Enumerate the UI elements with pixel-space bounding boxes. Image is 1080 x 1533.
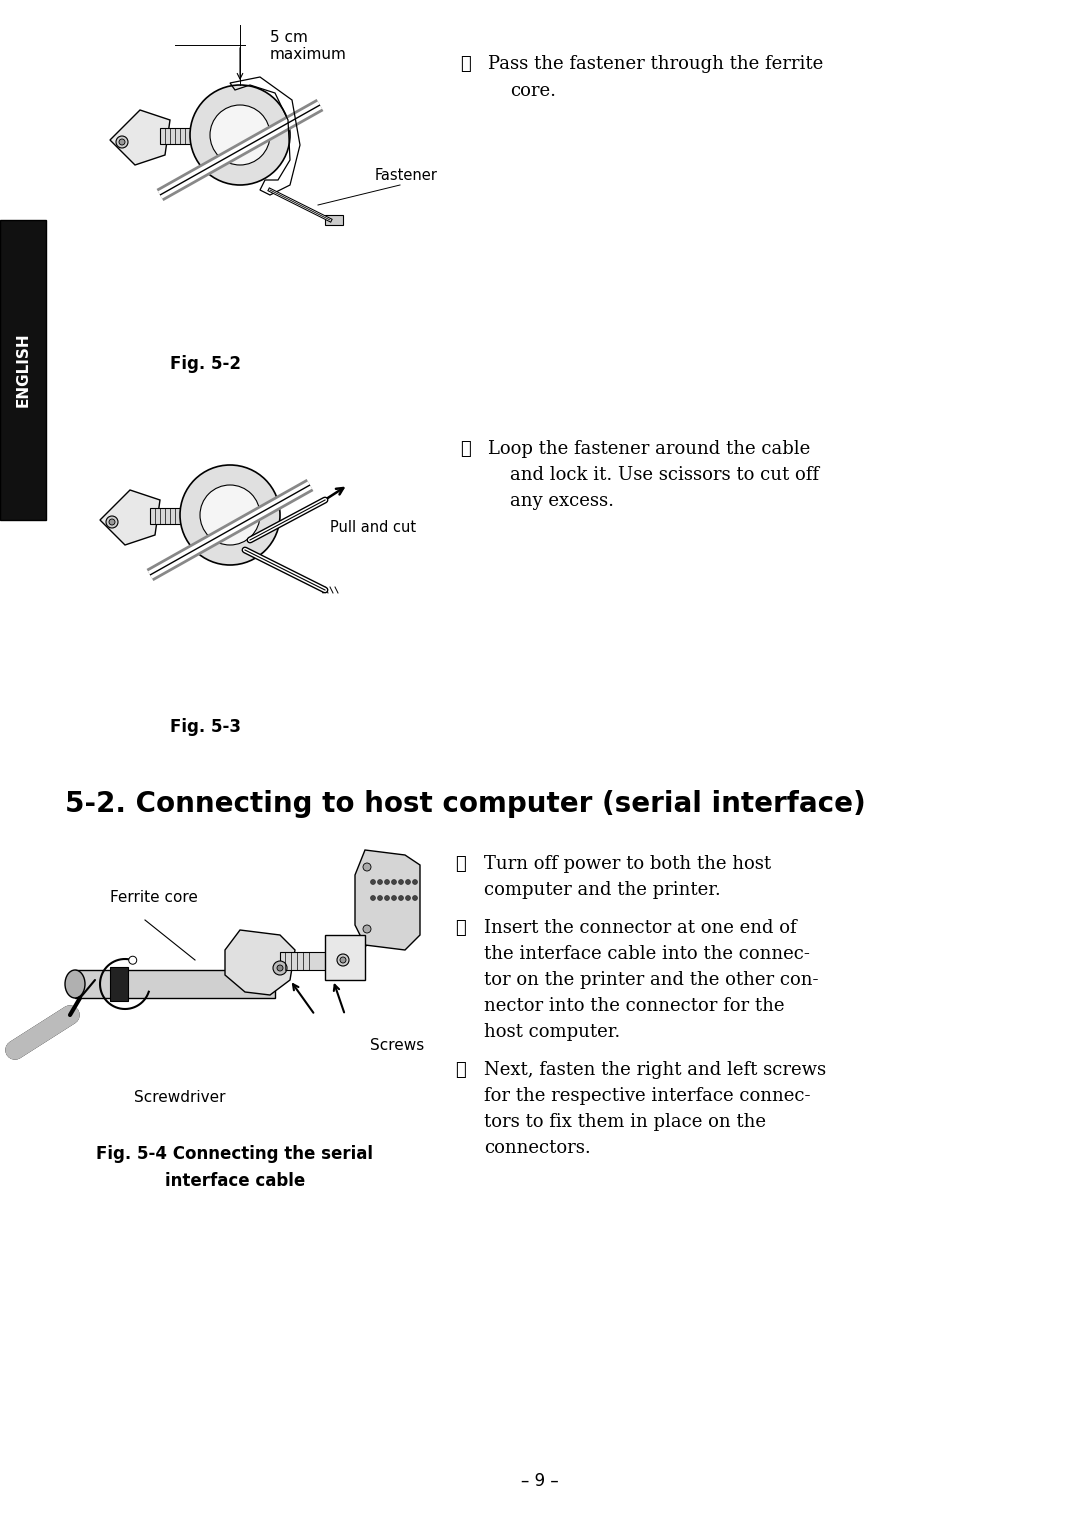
Circle shape — [413, 895, 418, 900]
Ellipse shape — [65, 970, 85, 998]
Text: Loop the fastener around the cable: Loop the fastener around the cable — [488, 440, 810, 458]
Text: ②: ② — [455, 918, 465, 937]
Text: ①: ① — [455, 855, 465, 872]
Circle shape — [109, 520, 114, 524]
FancyBboxPatch shape — [325, 935, 365, 980]
FancyBboxPatch shape — [280, 952, 335, 970]
Text: 5 cm
maximum: 5 cm maximum — [270, 31, 347, 63]
Text: Fig. 5-3: Fig. 5-3 — [170, 717, 241, 736]
Polygon shape — [225, 931, 295, 995]
Text: host computer.: host computer. — [484, 1023, 620, 1041]
Text: computer and the printer.: computer and the printer. — [484, 881, 720, 898]
Circle shape — [200, 484, 260, 546]
FancyBboxPatch shape — [75, 970, 275, 998]
Text: Fig. 5-2: Fig. 5-2 — [170, 356, 241, 373]
Circle shape — [119, 140, 125, 146]
Circle shape — [405, 880, 410, 885]
Circle shape — [210, 104, 270, 166]
Circle shape — [340, 957, 346, 963]
Circle shape — [399, 880, 404, 885]
FancyBboxPatch shape — [110, 967, 129, 1001]
Text: Pass the fastener through the ferrite: Pass the fastener through the ferrite — [488, 55, 823, 74]
Text: Fig. 5-4 Connecting the serial: Fig. 5-4 Connecting the serial — [96, 1145, 374, 1164]
Text: the interface cable into the connec-: the interface cable into the connec- — [484, 944, 810, 963]
Circle shape — [378, 880, 382, 885]
FancyBboxPatch shape — [363, 858, 372, 875]
Circle shape — [391, 880, 396, 885]
Text: – 9 –: – 9 – — [522, 1472, 558, 1490]
Text: ③: ③ — [460, 440, 471, 458]
Circle shape — [413, 880, 418, 885]
Text: ②: ② — [460, 55, 471, 74]
Circle shape — [190, 84, 291, 185]
Circle shape — [378, 895, 382, 900]
Circle shape — [405, 895, 410, 900]
Polygon shape — [100, 491, 160, 546]
Circle shape — [116, 136, 129, 149]
Text: Next, fasten the right and left screws: Next, fasten the right and left screws — [484, 1061, 826, 1079]
Circle shape — [276, 964, 283, 970]
Text: Fastener: Fastener — [375, 167, 437, 182]
Text: and lock it. Use scissors to cut off: and lock it. Use scissors to cut off — [510, 466, 819, 484]
Text: nector into the connector for the: nector into the connector for the — [484, 996, 784, 1015]
FancyBboxPatch shape — [160, 127, 195, 144]
Circle shape — [391, 895, 396, 900]
Text: connectors.: connectors. — [484, 1139, 591, 1157]
Circle shape — [106, 517, 118, 527]
Text: interface cable: interface cable — [165, 1173, 306, 1190]
Text: core.: core. — [510, 81, 556, 100]
Text: Screwdriver: Screwdriver — [134, 1090, 226, 1105]
Circle shape — [337, 954, 349, 966]
Polygon shape — [110, 110, 170, 166]
Text: for the respective interface connec-: for the respective interface connec- — [484, 1087, 810, 1105]
Text: Pull and cut: Pull and cut — [330, 520, 416, 535]
Text: ENGLISH: ENGLISH — [15, 333, 30, 408]
FancyBboxPatch shape — [325, 215, 343, 225]
Circle shape — [129, 957, 137, 964]
FancyBboxPatch shape — [150, 507, 185, 524]
Circle shape — [370, 880, 376, 885]
Circle shape — [180, 464, 280, 566]
Text: tor on the printer and the other con-: tor on the printer and the other con- — [484, 970, 819, 989]
Circle shape — [384, 895, 390, 900]
Circle shape — [363, 924, 372, 934]
Polygon shape — [355, 849, 420, 950]
Text: ③: ③ — [455, 1061, 465, 1079]
Text: tors to fix them in place on the: tors to fix them in place on the — [484, 1113, 766, 1131]
FancyBboxPatch shape — [363, 920, 372, 938]
Text: Insert the connector at one end of: Insert the connector at one end of — [484, 918, 797, 937]
Text: 5-2. Connecting to host computer (serial interface): 5-2. Connecting to host computer (serial… — [65, 789, 866, 819]
Circle shape — [273, 961, 287, 975]
Circle shape — [384, 880, 390, 885]
Circle shape — [370, 895, 376, 900]
Circle shape — [363, 863, 372, 871]
Text: Ferrite core: Ferrite core — [110, 891, 198, 904]
Text: any excess.: any excess. — [510, 492, 615, 510]
Circle shape — [399, 895, 404, 900]
FancyBboxPatch shape — [0, 221, 46, 520]
Text: Screws: Screws — [370, 1038, 424, 1053]
Text: Turn off power to both the host: Turn off power to both the host — [484, 855, 771, 872]
